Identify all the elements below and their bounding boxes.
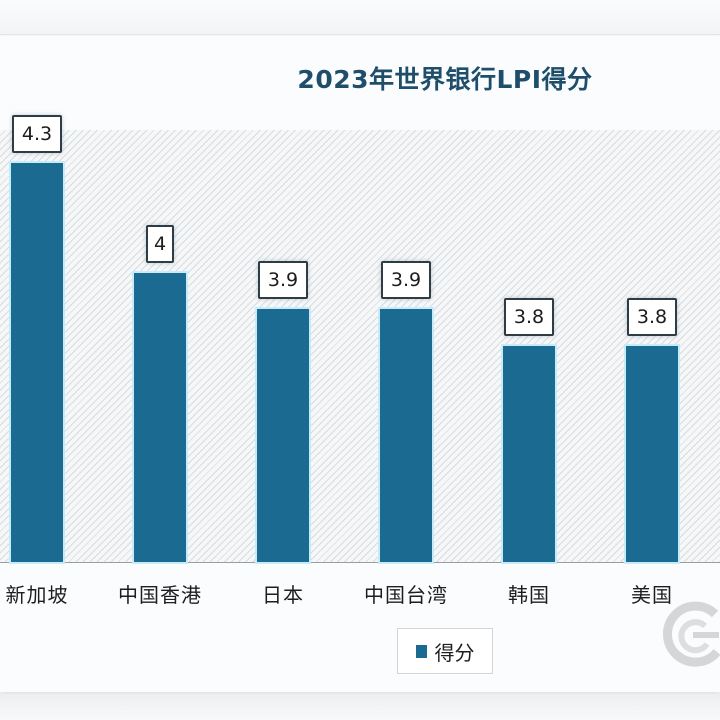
x-axis-label: 韩国 xyxy=(508,583,550,607)
bar[interactable] xyxy=(503,346,555,562)
legend-label: 得分 xyxy=(434,640,475,665)
x-axis-label: 日本 xyxy=(262,583,304,607)
data-label: 4 xyxy=(146,224,174,263)
data-label: 3.9 xyxy=(381,261,431,300)
legend-swatch xyxy=(415,644,427,658)
x-axis-label: 中国香港 xyxy=(118,583,202,607)
plot-area xyxy=(0,130,720,563)
chart-title: 2023年世界银行LPI得分 xyxy=(297,65,593,94)
data-label: 4.3 xyxy=(12,115,62,153)
data-label: 3.8 xyxy=(504,298,554,336)
bar[interactable] xyxy=(134,272,186,562)
data-label: 3.9 xyxy=(258,261,308,300)
bottom-strip xyxy=(0,694,720,720)
logo-watermark-icon xyxy=(663,601,720,667)
x-axis-label: 美国 xyxy=(631,583,673,607)
x-axis-label: 中国台湾 xyxy=(364,583,448,607)
bar[interactable] xyxy=(257,309,309,562)
bar[interactable] xyxy=(380,309,432,562)
bar[interactable] xyxy=(626,346,678,562)
top-strip xyxy=(0,0,720,35)
bar[interactable] xyxy=(11,163,63,562)
legend[interactable]: 得分 xyxy=(397,628,493,674)
data-label: 3.8 xyxy=(627,298,677,336)
x-axis-label: 新加坡 xyxy=(5,583,69,607)
